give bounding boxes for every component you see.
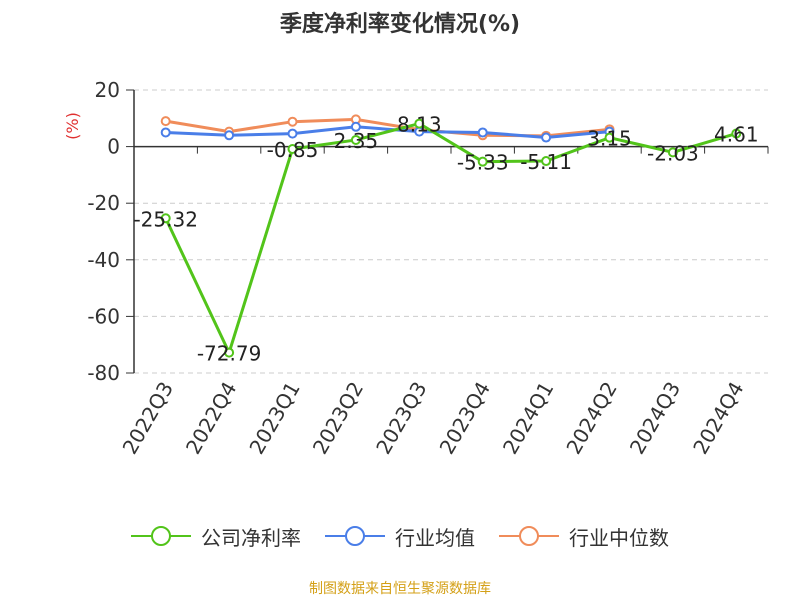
data-point [287, 116, 298, 127]
x-tick-label: 2024Q3 [625, 378, 685, 459]
x-tick-label: 2022Q3 [118, 378, 178, 459]
data-point [477, 127, 488, 138]
legend-label: 行业中位数 [569, 525, 669, 550]
data-point [160, 116, 171, 127]
x-tick-label: 2023Q3 [371, 378, 431, 459]
data-point [541, 132, 552, 143]
data-point [287, 128, 298, 139]
data-point [224, 347, 235, 358]
y-tick-label: -60 [87, 304, 120, 328]
data-label: -0.85 [267, 138, 319, 162]
legend-label: 公司净利率 [201, 525, 301, 550]
data-point [350, 121, 361, 132]
data-label: 2.35 [334, 129, 379, 153]
legend-line-icon [131, 526, 191, 546]
y-tick-label: -80 [87, 361, 120, 385]
chart-title: 季度净利率变化情况(%) [279, 12, 521, 37]
x-tick-label: 2023Q1 [244, 378, 304, 459]
data-point [731, 128, 742, 139]
data-point [350, 134, 361, 145]
x-tick-label: 2022Q4 [181, 378, 241, 459]
y-tick-label: 0 [107, 135, 120, 159]
x-tick-label: 2024Q1 [498, 378, 558, 459]
x-tick-label: 2023Q4 [435, 378, 495, 459]
legend: 公司净利率 行业均值 行业中位数 [0, 521, 800, 551]
legend-item-industry-median[interactable]: 行业中位数 [499, 521, 669, 551]
series-line [164, 121, 737, 357]
legend-item-industry-avg[interactable]: 行业均值 [325, 521, 475, 551]
x-tick-label: 2024Q2 [561, 378, 621, 459]
data-label-layer: -25.32 -72.79 -0.85 2.35 8.13 -5.33 -5.11 3.15-… [133, 113, 758, 366]
legend-line-icon [325, 526, 385, 546]
legend-item-company[interactable]: 公司净利率 [131, 521, 301, 551]
data-label: -72.79 [197, 342, 261, 366]
data-point [160, 213, 171, 224]
y-tick-label: 20 [95, 78, 120, 102]
data-point [160, 127, 171, 138]
y-tick-label: -20 [87, 191, 120, 215]
legend-line-icon [499, 526, 559, 546]
data-point [667, 147, 678, 158]
x-tick-label: 2024Q4 [688, 378, 748, 459]
x-tick-label: 2023Q2 [308, 378, 368, 459]
data-point [604, 132, 615, 143]
series-layer [160, 114, 742, 358]
data-label: -5.11 [520, 150, 572, 174]
grid-layer [134, 89, 768, 374]
series-line [165, 125, 610, 140]
source-note: 制图数据来自恒生聚源数据库 [309, 581, 491, 597]
data-label: 4.61 [714, 123, 759, 147]
data-label: 3.15 [587, 127, 632, 151]
data-label: -5.33 [457, 151, 509, 175]
data-label: -25.32 [133, 207, 197, 231]
data-point [414, 118, 425, 129]
data-point [477, 156, 488, 167]
y-axis-label: (%) [63, 112, 82, 140]
data-point [224, 130, 235, 141]
data-point [541, 156, 552, 167]
data-label: -2.03 [647, 141, 699, 165]
legend-label: 行业均值 [395, 525, 475, 550]
data-label: 8.13 [397, 113, 442, 137]
y-tick-label: -40 [87, 248, 120, 272]
data-point [287, 144, 298, 155]
